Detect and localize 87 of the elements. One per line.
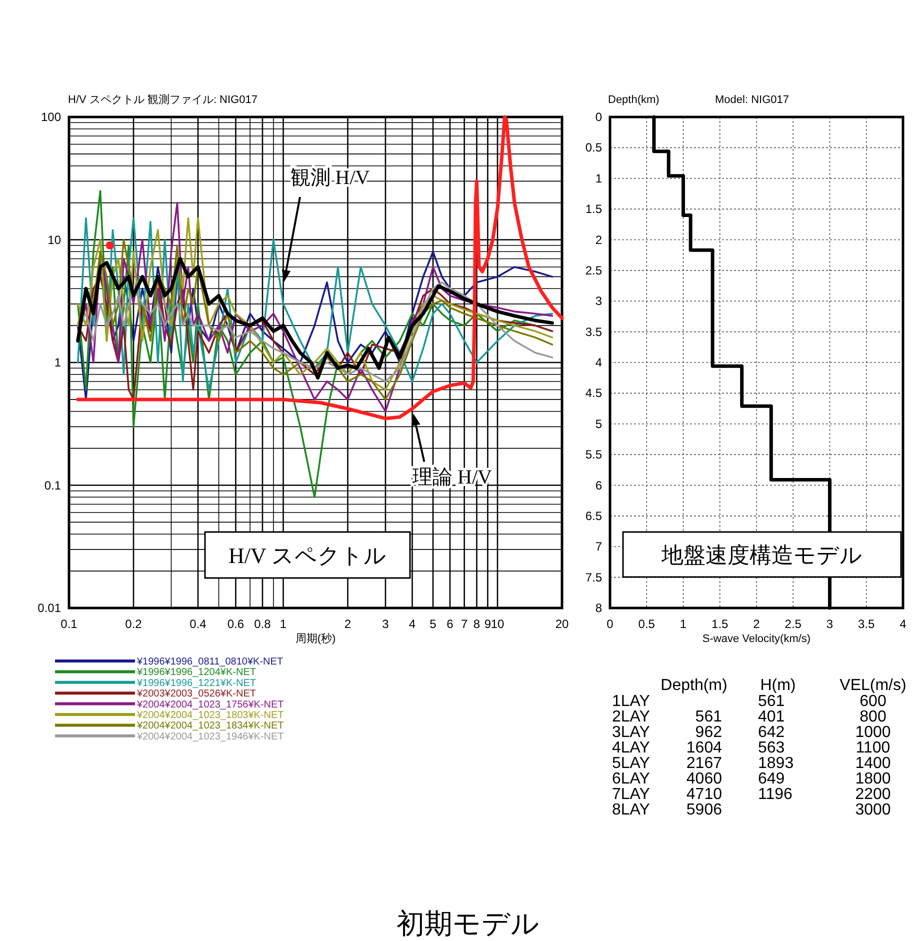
y-tick-label: 8 — [595, 601, 602, 615]
data-label: 4060 — [686, 770, 722, 788]
x-tick-label: 0.2 — [125, 617, 142, 631]
chart-title: H/V スペクトル 観測ファイル: NIG017 — [68, 94, 258, 106]
y-tick-label: 7LAY — [612, 786, 650, 803]
data-label: 2200 — [855, 786, 891, 803]
y-tick-label: 0.1 — [44, 478, 62, 492]
data-label: 642 — [758, 724, 785, 741]
x-tick-label: 3 — [382, 617, 390, 631]
data-label: 600 — [860, 693, 886, 710]
data-label: 1000 — [855, 724, 891, 741]
data-label: 2167 — [686, 755, 722, 772]
x-tick-label: 8 — [473, 617, 480, 631]
x-tick-label: 3.5 — [858, 617, 876, 631]
x-tick-label: 2.5 — [784, 617, 802, 631]
x-tick-label: 10 — [490, 617, 504, 631]
x-tick-label: 1 — [680, 617, 687, 631]
y-tick-label: 1 — [595, 171, 602, 186]
x-tick-label: 5 — [430, 617, 437, 631]
y-tick-label: 6.5 — [585, 508, 602, 523]
x-tick-label: 2 — [344, 617, 352, 631]
data-label: 5906 — [686, 802, 722, 818]
y-tick-label: 6LAY — [612, 770, 650, 788]
x-tick-label: VEL(m/s) — [840, 677, 906, 694]
x-tick-label: 3 — [826, 617, 834, 631]
data-label: 401 — [758, 708, 785, 726]
y-tick-label: 4.5 — [585, 386, 602, 400]
x-tick-label: 1 — [280, 617, 287, 631]
y-tick-label: 1 — [54, 356, 62, 370]
x-tick-label: H(m) — [760, 677, 796, 694]
y-tick-label: 3LAY — [612, 724, 650, 741]
y-tick-label: 0 — [595, 110, 602, 124]
x-axis-title: 周期(秒) — [295, 633, 336, 645]
data-label: 561 — [758, 693, 785, 710]
data-label: 1800 — [855, 770, 891, 788]
x-tick-label: 6 — [446, 617, 454, 631]
y-tick-label: 0.5 — [585, 140, 602, 155]
y-tick-label: 3 — [595, 294, 602, 308]
x-tick-label: 0.4 — [190, 617, 207, 631]
x-tick-label: 20 — [555, 617, 569, 631]
y-tick-label: 100 — [40, 110, 62, 124]
data-label: 1604 — [686, 740, 722, 756]
y-tick-label: 7 — [595, 540, 602, 554]
data-label: 3000 — [855, 802, 891, 818]
data-label: 1100 — [856, 740, 890, 756]
y-tick-label: 1LAY — [612, 693, 650, 710]
data-label: 962 — [695, 724, 722, 741]
annotation: H/V スペクトル — [228, 543, 386, 568]
x-tick-label: 0.6 — [227, 617, 244, 631]
y-tick-label: 10 — [48, 232, 62, 247]
y-axis-title: Depth(km) — [608, 94, 660, 106]
text: 初期モデル — [396, 908, 540, 939]
data-label: 1400 — [855, 755, 891, 772]
legend: ¥1996¥1996_0811_0810¥K-NET ¥1996¥1996_1204¥K-NET ¥1996¥1996_1221¥K-NET ¥2003¥2003_0526¥K-NET ¥2004¥2004_1023_1756¥K-NET ¥2004¥2004_1023_1803¥K-NET ¥2004¥2004_1023_1834¥K-NET ¥2004¥2004_1023_1946¥K-NET — [55, 656, 284, 742]
x-tick-label: 9 — [484, 617, 492, 631]
x-tick-label: 1.5 — [712, 617, 729, 631]
annotation: 地盤速度構造モデル — [660, 542, 862, 568]
y-tick-label: 7.5 — [585, 570, 602, 584]
x-tick-label: 7 — [460, 617, 468, 631]
x-tick-label: 0.8 — [254, 617, 272, 631]
data-label: 800 — [860, 708, 886, 726]
data-label: 649 — [758, 770, 785, 788]
chart-title: Model: NIG017 — [715, 94, 789, 106]
data-label: 1196 — [758, 786, 793, 803]
x-tick-label: 2 — [753, 617, 760, 631]
y-tick-label: 8LAY — [612, 802, 650, 818]
y-tick-label: 2LAY — [612, 708, 650, 726]
x-tick-label: Depth(m) — [660, 677, 728, 694]
y-tick-label: 5LAY — [612, 755, 650, 772]
x-axis-title: S-wave Velocity(km/s) — [702, 633, 811, 645]
y-tick-label: 0.01 — [38, 601, 62, 615]
data-label: 4710 — [686, 786, 722, 803]
data-label: 563 — [758, 740, 785, 756]
x-tick-label: 0.1 — [60, 617, 78, 631]
y-tick-label: 4LAY — [612, 740, 650, 756]
x-tick-label: 4 — [900, 617, 907, 631]
x-tick-label: 4 — [408, 617, 416, 631]
data-label: 1893 — [758, 755, 794, 772]
y-tick-label: 2 — [595, 232, 602, 247]
y-tick-label: 6 — [595, 478, 602, 492]
y-tick-label: 1.5 — [585, 202, 602, 216]
y-tick-label: 5 — [595, 416, 602, 431]
y-tick-label: 5.5 — [585, 448, 602, 462]
y-tick-label: 3.5 — [585, 324, 602, 339]
y-tick-label: 2.5 — [585, 263, 602, 278]
y-tick-label: 4 — [595, 356, 602, 370]
data-label: 561 — [695, 708, 722, 726]
